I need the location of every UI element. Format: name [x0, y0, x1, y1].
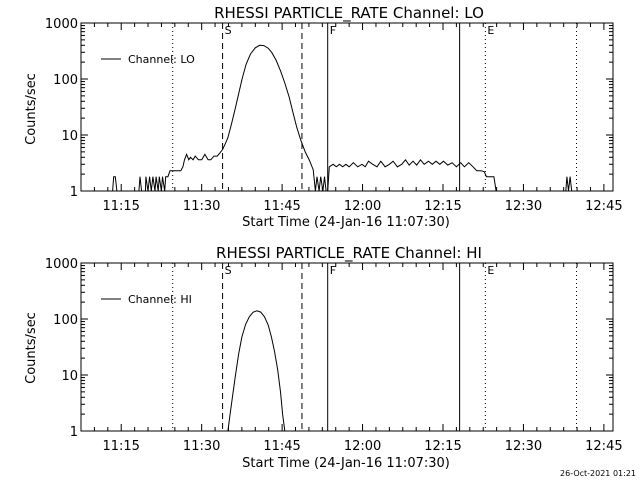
x-axis-label: Start Time (24-Jan-16 11:07:30)	[242, 215, 450, 230]
y-tick-label: 1000	[45, 17, 78, 32]
data-series-line	[110, 44, 573, 192]
plot-frame	[80, 262, 614, 432]
event-marker-label: E	[487, 264, 494, 277]
x-tick-label: 11:15	[102, 199, 139, 214]
x-tick-label: 11:45	[263, 199, 300, 214]
y-tick-label: 10	[61, 129, 78, 144]
y-tick-label: 100	[53, 73, 78, 88]
event-marker-label: F	[330, 264, 336, 277]
x-tick-label: 12:15	[424, 199, 461, 214]
chart-lo: RHESSI PARTICLE_RATE Channel: LO Counts/…	[24, 4, 623, 230]
chart-hi: RHESSI PARTICLE_RATE Channel: HI Counts/…	[24, 244, 623, 471]
x-tick-label: 11:30	[183, 199, 220, 214]
footer-timestamp: 26-Oct-2021 01:21	[560, 469, 636, 478]
x-tick-label: 12:00	[344, 199, 381, 214]
y-tick-label: 1	[70, 425, 78, 440]
event-marker-label: S	[225, 264, 232, 277]
x-tick-label: 12:45	[585, 439, 622, 454]
y-axis-label: Counts/sec	[24, 73, 39, 145]
data-series-line	[227, 310, 286, 432]
plot-area: 11:15 11:30 11:45 12:00 12:15 12:30 12:45 1 10 10…	[45, 17, 623, 214]
event-marker-label: S	[225, 24, 232, 37]
x-tick-label: 12:30	[505, 439, 542, 454]
event-marker-label: E	[487, 24, 494, 37]
y-tick-label: 1	[70, 185, 78, 200]
y-tick-label: 1000	[45, 257, 78, 272]
plot-area: 11:15 11:30 11:45 12:00 12:15 12:30 12:45 1 10 10…	[45, 257, 623, 454]
legend-label: Channel: HI	[128, 293, 192, 306]
chart-title: RHESSI PARTICLE_RATE Channel: LO	[214, 4, 484, 23]
legend-label: Channel: LO	[128, 53, 195, 66]
y-tick-label: 100	[53, 313, 78, 328]
plot-frame	[80, 22, 614, 192]
x-axis-label: Start Time (24-Jan-16 11:07:30)	[242, 456, 450, 471]
x-tick-label: 11:45	[263, 439, 300, 454]
event-marker-label: F	[330, 24, 336, 37]
y-tick-label: 10	[61, 369, 78, 384]
y-axis-label: Counts/sec	[24, 312, 39, 384]
chart-title: RHESSI PARTICLE_RATE Channel: HI	[216, 244, 482, 263]
x-tick-label: 11:15	[102, 439, 139, 454]
x-tick-label: 12:00	[344, 439, 381, 454]
x-tick-label: 12:45	[585, 199, 622, 214]
x-tick-label: 12:15	[424, 439, 461, 454]
x-tick-label: 11:30	[183, 439, 220, 454]
x-tick-label: 12:30	[505, 199, 542, 214]
